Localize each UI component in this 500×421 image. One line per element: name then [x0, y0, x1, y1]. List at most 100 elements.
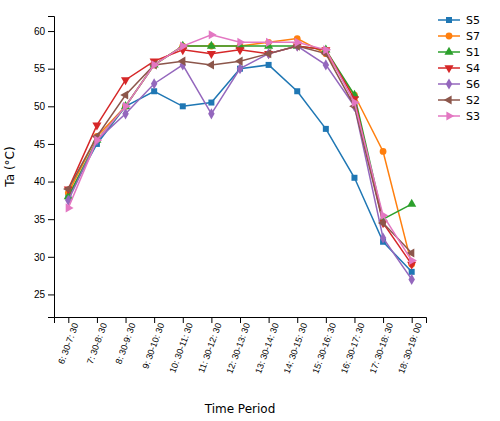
series: [66, 30, 417, 265]
series: [64, 41, 417, 222]
x-tick-label: 16: 30-17: 30: [339, 322, 367, 375]
x-tick: 6: 30-7: 30: [56, 317, 80, 366]
series-marker: [323, 45, 331, 54]
x-tick-mark: [326, 317, 327, 323]
legend-marker: [444, 65, 453, 73]
legend-marker: [446, 78, 452, 89]
legend-label: S5: [466, 14, 480, 27]
series-marker: [94, 136, 102, 145]
y-tick-mark: [48, 31, 54, 32]
series-marker: [380, 232, 386, 243]
x-tick: 9: 30-10: 30: [140, 317, 166, 370]
y-axis-title: Ta (°C): [3, 146, 17, 187]
series-marker: [263, 49, 271, 58]
legend-marker: [446, 17, 452, 23]
y-tick-mark: [48, 182, 54, 183]
series-marker: [152, 60, 160, 69]
legend-item: S2: [438, 94, 480, 107]
x-tick: 13: 30-14: 30: [253, 317, 281, 375]
series-line: [68, 35, 411, 261]
series: [65, 62, 414, 275]
series: [63, 42, 414, 258]
series-marker: [294, 88, 300, 94]
series-marker: [235, 47, 244, 55]
x-tick-label: 14: 30-15: 30: [282, 322, 310, 375]
legend-label: S7: [466, 30, 480, 43]
series-line: [68, 46, 411, 264]
legend: S5 S7 S1 S4 S6 S2 S3: [438, 14, 480, 123]
series-marker: [266, 62, 272, 68]
legend-marker: [446, 33, 453, 40]
series-marker: [121, 77, 130, 85]
legend-label: S3: [466, 110, 480, 123]
x-tick-mark: [354, 317, 355, 323]
y-axis: 2530354045505560: [34, 17, 55, 318]
series-marker: [63, 185, 71, 194]
x-tick-mark: [211, 317, 212, 323]
legend-item: S3: [438, 110, 480, 123]
y-tick-mark: [48, 294, 54, 295]
y-tick-mark: [48, 144, 54, 145]
series-marker: [207, 41, 216, 49]
legend-label: S1: [466, 46, 480, 59]
x-tick: 12: 30-13: 30: [225, 317, 253, 375]
series-marker: [178, 57, 186, 66]
x-tick: 15: 30-16: 30: [310, 317, 338, 375]
series-marker: [351, 175, 357, 181]
series-marker: [378, 218, 386, 227]
series: [64, 43, 417, 269]
x-tick-mark: [183, 317, 184, 323]
x-tick-mark: [412, 317, 413, 323]
legend-item: S5: [438, 14, 480, 27]
x-tick-label: 18: 30-19: 00: [396, 322, 424, 375]
series: [65, 35, 415, 268]
series-marker: [123, 102, 131, 111]
chart: 6: 30-7: 307: 30-8: 308: 30-9: 309: 30-1…: [0, 0, 500, 421]
series-marker: [380, 211, 388, 220]
series-marker: [206, 60, 214, 69]
y-tick-label: 25: [34, 289, 46, 300]
series-marker: [295, 38, 303, 47]
y-tick-mark: [48, 257, 54, 258]
x-tick-mark: [97, 317, 98, 323]
series-marker: [237, 38, 245, 47]
y-tick: 60: [34, 26, 54, 37]
x-tick: 18: 30-19: 00: [396, 317, 424, 375]
legend-marker: [444, 47, 453, 55]
y-tick: 50: [34, 101, 54, 112]
x-tick-label: 7: 30-8: 30: [85, 322, 109, 366]
y-tick: 45: [34, 139, 54, 150]
y-tick-label: 60: [34, 26, 46, 37]
series-marker: [151, 78, 157, 89]
legend-label: S6: [466, 78, 480, 91]
x-tick-label: 8: 30-9: 30: [114, 322, 138, 366]
series-line: [68, 46, 411, 253]
x-tick-label: 10: 30-11: 30: [168, 322, 195, 375]
x-tick: 10: 30-11: 30: [168, 317, 195, 374]
legend-marker: [444, 95, 452, 104]
x-tick-mark: [269, 317, 270, 323]
x-tick: 7: 30-8: 30: [85, 317, 109, 366]
y-axis-line: [48, 17, 55, 318]
series-marker: [180, 42, 188, 51]
y-tick-label: 30: [34, 252, 46, 263]
y-tick-mark: [48, 69, 54, 70]
series-line: [68, 46, 411, 279]
x-tick: 17: 30-18: 30: [368, 317, 396, 375]
series-marker: [408, 274, 414, 285]
series-line: [68, 39, 411, 265]
x-tick-mark: [154, 317, 155, 323]
legend-item: S6: [438, 78, 480, 91]
x-tick-mark: [297, 317, 298, 323]
series-marker: [407, 199, 416, 207]
series-marker: [208, 108, 214, 119]
series-marker: [266, 38, 274, 47]
x-tick: 16: 30-17: 30: [339, 317, 367, 375]
y-tick-mark: [48, 219, 54, 220]
y-tick: 25: [34, 289, 54, 300]
y-tick: 30: [34, 252, 54, 263]
x-tick-label: 12: 30-13: 30: [225, 322, 253, 375]
legend-item: S4: [438, 62, 480, 75]
x-tick: 14: 30-15: 30: [282, 317, 310, 375]
plot: 6: 30-7: 307: 30-8: 308: 30-9: 309: 30-1…: [34, 17, 427, 375]
